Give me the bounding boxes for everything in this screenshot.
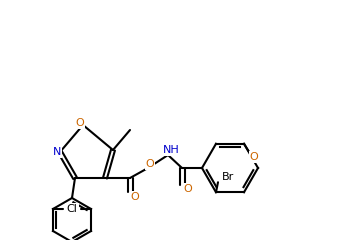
Text: O: O (75, 118, 84, 128)
Text: O: O (184, 184, 192, 194)
Text: O: O (146, 159, 155, 169)
Text: Br: Br (222, 172, 234, 182)
Text: NH: NH (163, 145, 179, 155)
Text: N: N (53, 147, 61, 157)
Text: O: O (250, 152, 258, 162)
Text: O: O (131, 192, 140, 202)
Text: Cl: Cl (67, 204, 78, 214)
Text: Cl: Cl (67, 204, 77, 214)
